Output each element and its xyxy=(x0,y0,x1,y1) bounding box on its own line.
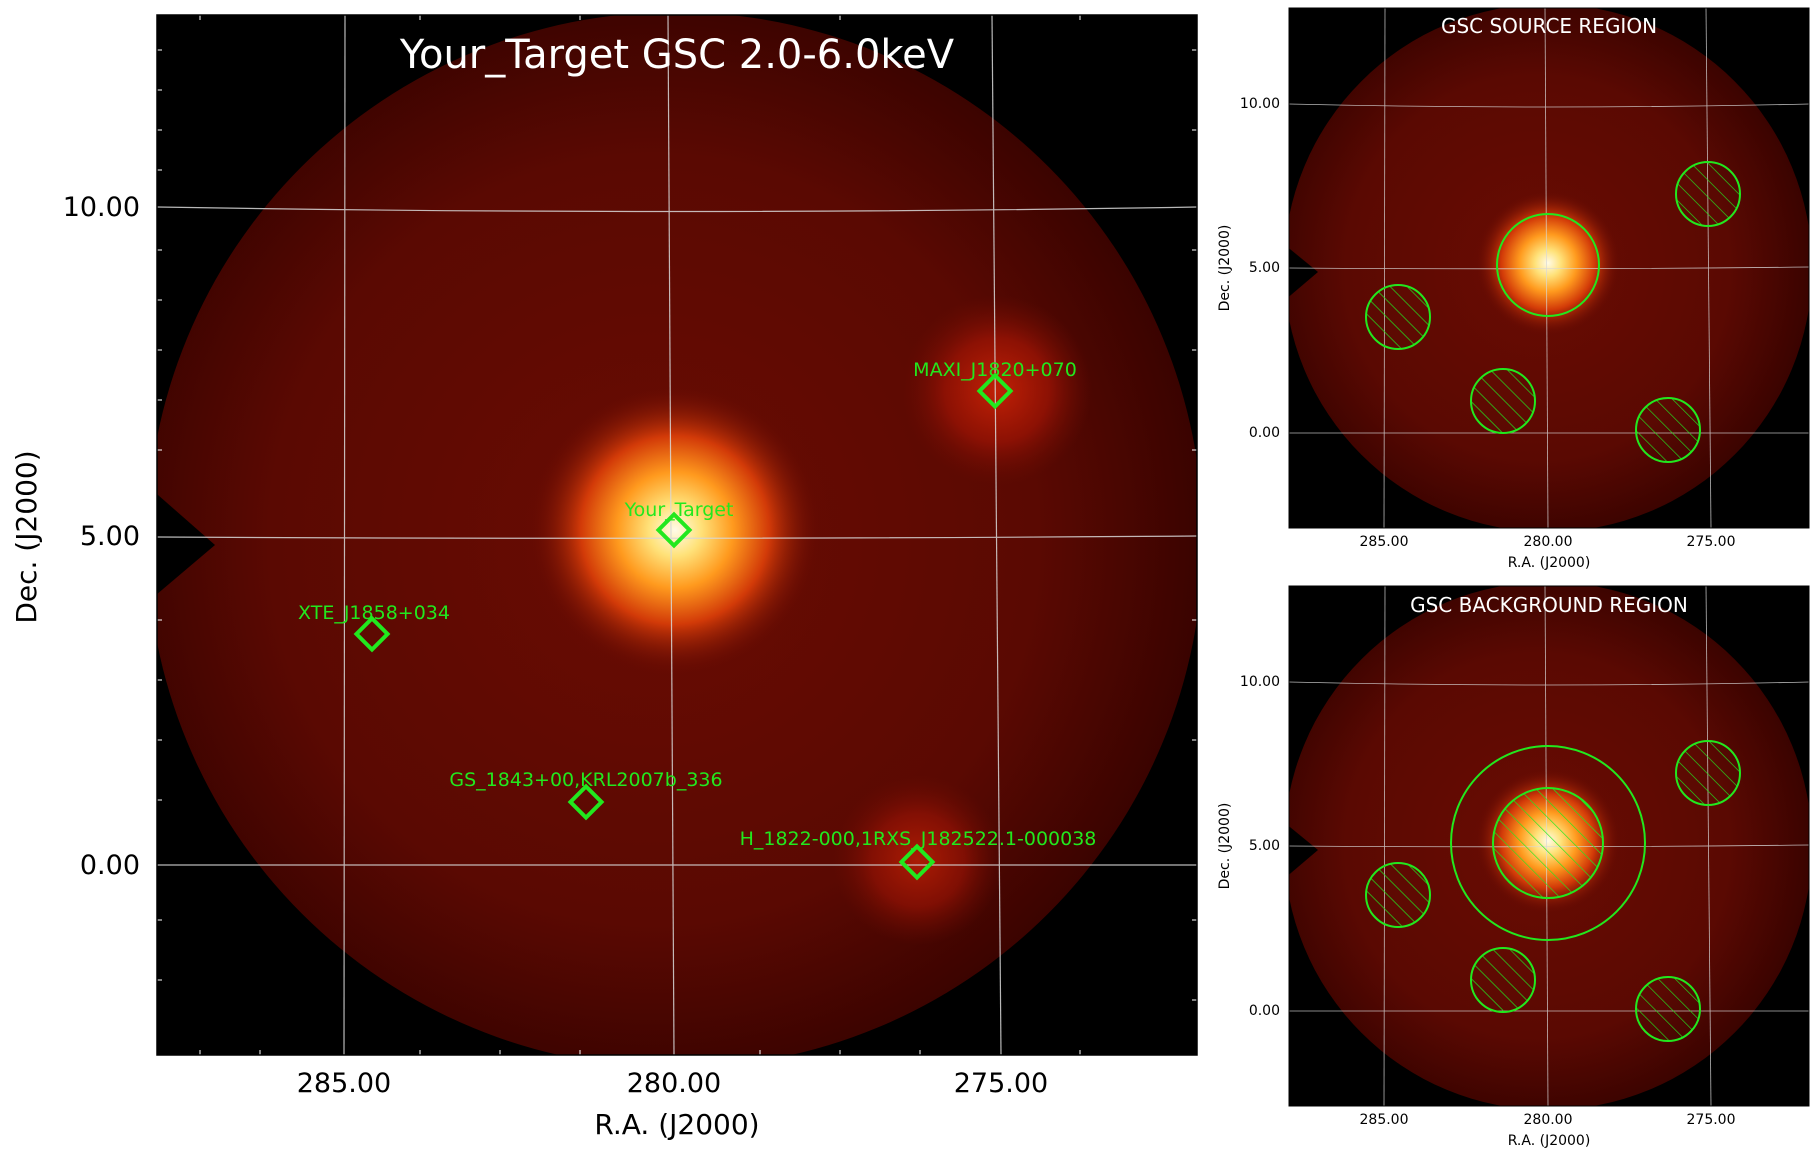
y-tick-label: 5.00 xyxy=(80,521,140,552)
y-tick-label: 0.00 xyxy=(1249,1003,1280,1019)
background-frame xyxy=(1288,585,1810,1107)
source-circle[interactable] xyxy=(1496,213,1600,317)
main-title: Your_Target GSC 2.0-6.0keV xyxy=(399,32,955,78)
main-frame xyxy=(156,14,1198,1056)
background-y-ticks: 10.00 5.00 0.00 xyxy=(1240,674,1280,1019)
main-x-axis-label: R.A. (J2000) xyxy=(594,1108,759,1141)
y-tick-label: 10.00 xyxy=(1240,96,1280,112)
main-x-ticks: 285.00 280.00 275.00 xyxy=(297,1068,1048,1099)
excluded-region[interactable] xyxy=(1635,976,1701,1042)
x-tick-label: 280.00 xyxy=(1524,1112,1573,1128)
source-marker-gs1843[interactable]: GS_1843+00,KRL2007b_336 xyxy=(449,769,723,821)
source-marker-xte[interactable]: XTE_J1858+034 xyxy=(298,602,450,653)
x-tick-label: 280.00 xyxy=(1524,534,1573,550)
source-y-axis-label: Dec. (J2000) xyxy=(1217,225,1233,312)
source-label: MAXI_J1820+070 xyxy=(913,359,1077,381)
diamond-marker-icon xyxy=(353,615,391,653)
background-regions xyxy=(1365,740,1741,1042)
x-tick-label: 280.00 xyxy=(627,1068,721,1099)
source-x-ticks: 285.00 280.00 275.00 xyxy=(1360,534,1736,550)
excluded-region[interactable] xyxy=(1675,740,1741,806)
target-glow xyxy=(530,385,820,675)
background-x-ticks: 285.00 280.00 275.00 xyxy=(1360,1112,1736,1128)
main-grid xyxy=(157,15,1197,1055)
background-annulus-outer[interactable] xyxy=(1450,745,1646,941)
excluded-region[interactable] xyxy=(1675,161,1741,227)
x-tick-label: 285.00 xyxy=(297,1068,391,1099)
source-label: H_1822-000,1RXS_J182522.1-000038 xyxy=(740,828,1097,850)
excluded-source-region[interactable] xyxy=(1492,787,1604,899)
source-marker-h1822[interactable]: H_1822-000,1RXS_J182522.1-000038 xyxy=(740,828,1097,881)
target-glow xyxy=(1476,191,1620,335)
main-tick-marks xyxy=(157,15,1197,1055)
field-notch xyxy=(1289,248,1318,297)
maxi-glow xyxy=(902,295,1092,485)
source-label: Your_Target xyxy=(624,499,734,521)
field-notch xyxy=(1289,826,1318,875)
source-region-panel: GSC SOURCE REGION 10.00 5.00 0.00 285.00… xyxy=(1217,7,1810,571)
y-tick-label: 5.00 xyxy=(1249,260,1280,276)
source-label: GS_1843+00,KRL2007b_336 xyxy=(449,769,722,791)
source-panel-title: GSC SOURCE REGION xyxy=(1441,14,1657,38)
source-markers: Your_Target MAXI_J1820+070 XTE_J1858+034… xyxy=(298,359,1097,881)
main-map xyxy=(157,15,1197,1055)
diamond-marker-icon xyxy=(655,511,693,549)
x-tick-label: 275.00 xyxy=(1687,1112,1736,1128)
diamond-marker-icon xyxy=(567,783,605,821)
source-marker-target[interactable]: Your_Target xyxy=(624,499,734,549)
source-x-axis-label: R.A. (J2000) xyxy=(1508,555,1591,571)
excluded-region[interactable] xyxy=(1365,862,1431,928)
x-tick-label: 275.00 xyxy=(1687,534,1736,550)
excluded-region[interactable] xyxy=(1365,284,1431,350)
y-tick-label: 0.00 xyxy=(80,850,140,881)
diamond-marker-icon xyxy=(976,372,1014,410)
source-y-ticks: 10.00 5.00 0.00 xyxy=(1240,96,1280,441)
source-label: XTE_J1858+034 xyxy=(298,602,450,624)
source-marker-maxi[interactable]: MAXI_J1820+070 xyxy=(913,359,1077,410)
excluded-region[interactable] xyxy=(1635,397,1701,463)
field-notch xyxy=(157,494,215,595)
x-tick-label: 275.00 xyxy=(954,1068,1048,1099)
diamond-marker-icon xyxy=(898,843,936,881)
background-map xyxy=(1289,586,1809,1106)
y-tick-label: 0.00 xyxy=(1249,425,1280,441)
background-x-axis-label: R.A. (J2000) xyxy=(1508,1133,1591,1149)
y-tick-label: 5.00 xyxy=(1249,838,1280,854)
main-panel: Your_Target GSC 2.0-6.0keV Your_Target M… xyxy=(10,14,1198,1141)
main-y-ticks: 10.00 5.00 0.00 xyxy=(63,192,140,881)
source-frame xyxy=(1288,7,1810,529)
source-map xyxy=(1289,8,1809,528)
background-panel-title: GSC BACKGROUND REGION xyxy=(1410,593,1688,617)
x-tick-label: 285.00 xyxy=(1360,534,1409,550)
y-tick-label: 10.00 xyxy=(1240,674,1280,690)
y-tick-label: 10.00 xyxy=(63,192,140,223)
x-tick-label: 285.00 xyxy=(1360,1112,1409,1128)
main-y-axis-label: Dec. (J2000) xyxy=(10,450,43,623)
excluded-region[interactable] xyxy=(1470,947,1536,1013)
background-y-axis-label: Dec. (J2000) xyxy=(1217,803,1233,890)
source-grid xyxy=(1289,8,1809,528)
excluded-region[interactable] xyxy=(1470,368,1536,434)
source-regions xyxy=(1365,161,1741,463)
h1822-glow xyxy=(833,775,1003,945)
background-region-panel: GSC BACKGROUND REGION 10.00 5.00 0.00 28… xyxy=(1217,585,1810,1149)
